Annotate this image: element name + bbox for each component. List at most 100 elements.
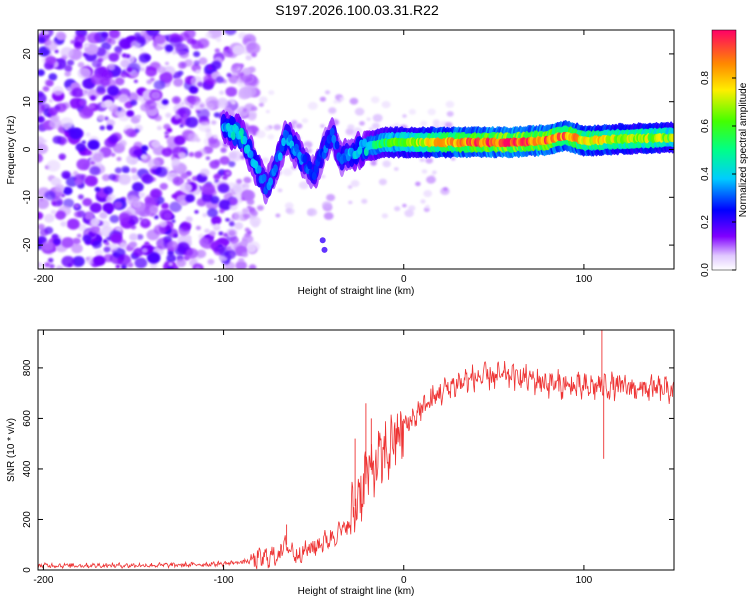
heat-blob (144, 241, 150, 246)
heat-blob (87, 88, 100, 100)
heat-blob (48, 107, 59, 116)
heat-blob (164, 44, 174, 52)
heat-blob (215, 76, 224, 84)
heat-blob (110, 233, 123, 244)
heat-blob (172, 176, 184, 186)
heat-blob (153, 215, 159, 220)
heat-blob (256, 205, 264, 211)
heat-blob (168, 262, 173, 267)
heat-blob (157, 66, 166, 74)
heat-blob (102, 174, 111, 182)
ridge-mark (277, 152, 283, 161)
heat-blob (205, 131, 213, 138)
colorbar-tick-label: 0.0 (700, 263, 711, 277)
heat-blob (188, 152, 195, 157)
heat-blob (113, 201, 123, 210)
heat-blob (105, 241, 110, 246)
x-tick-label: -100 (214, 575, 234, 586)
heat-blob (214, 178, 220, 183)
x-tick-label: -200 (33, 274, 53, 285)
heat-blob (261, 157, 270, 164)
heat-blob (159, 182, 168, 190)
heat-blob (165, 61, 169, 66)
heat-blob (371, 122, 380, 130)
heat-blob (88, 103, 95, 110)
heat-blob (185, 116, 199, 128)
heat-blob (60, 47, 74, 58)
heat-blob (180, 182, 193, 194)
heat-blob (164, 134, 170, 139)
heat-blob (268, 90, 275, 95)
heat-blob (77, 67, 92, 79)
heat-blob (319, 96, 326, 102)
heat-blob (102, 202, 115, 213)
heat-blob (228, 160, 236, 168)
heat-blob (183, 113, 188, 118)
heat-blob (207, 208, 218, 218)
heat-blob (118, 212, 131, 223)
heat-blob (154, 34, 166, 45)
heat-blob (136, 35, 146, 44)
heat-blob (219, 208, 225, 214)
heat-blob (415, 181, 421, 187)
heat-blob (196, 108, 210, 120)
heat-blob (118, 38, 132, 50)
heat-blob (220, 147, 227, 153)
heat-blob (333, 99, 338, 104)
snr-plot-area (38, 330, 674, 570)
heat-blob (180, 221, 192, 231)
heat-blob (45, 79, 54, 87)
heat-blob (118, 173, 131, 185)
heat-blob (75, 142, 86, 152)
heat-blob (114, 167, 122, 174)
heat-blob (285, 207, 292, 214)
heat-blob (66, 59, 75, 66)
heat-blob (120, 264, 127, 269)
heat-blob (163, 212, 172, 220)
heat-blob (119, 242, 128, 249)
heat-blob (121, 53, 127, 58)
heat-blob (56, 32, 67, 41)
heat-blob (232, 184, 242, 193)
heat-blob (267, 134, 275, 140)
ridge-mark (329, 127, 335, 137)
y-tick-label: 600 (22, 410, 33, 427)
heat-blob (51, 196, 63, 207)
y-tick-label: -20 (22, 237, 33, 252)
heat-blob (150, 77, 155, 82)
heat-blob (85, 150, 92, 156)
heat-blob (82, 234, 92, 243)
heat-blob (225, 86, 238, 97)
y-tick-label: 10 (22, 96, 33, 108)
heat-blob (87, 139, 100, 151)
heat-blob (237, 71, 244, 78)
heat-blob (426, 175, 436, 184)
heat-blob (205, 32, 213, 39)
heat-blob (130, 167, 138, 174)
heat-blob (60, 137, 68, 145)
heat-blob (195, 137, 201, 143)
heat-blob (180, 101, 185, 106)
heat-blob (205, 96, 219, 108)
heat-blob (126, 110, 135, 117)
heat-blob (136, 234, 144, 240)
heat-blob (146, 30, 160, 37)
spectrogram-ylabel: Frequency (Hz) (6, 116, 17, 185)
heat-blob (77, 61, 85, 68)
heat-blob (89, 95, 97, 101)
heat-blob (146, 252, 161, 264)
heat-blob (50, 177, 62, 187)
heat-blob (408, 108, 416, 115)
heat-blob (140, 153, 148, 160)
heat-blob (238, 257, 245, 263)
heat-blob (350, 180, 360, 187)
heat-blob (66, 218, 80, 230)
heat-blob (171, 219, 176, 223)
heat-blob (118, 93, 129, 103)
heat-blob (211, 120, 217, 125)
heat-blob (174, 114, 181, 120)
heat-blob (241, 241, 248, 247)
heat-blob (176, 258, 187, 268)
heat-blob (393, 167, 399, 171)
heat-blob (372, 114, 383, 122)
